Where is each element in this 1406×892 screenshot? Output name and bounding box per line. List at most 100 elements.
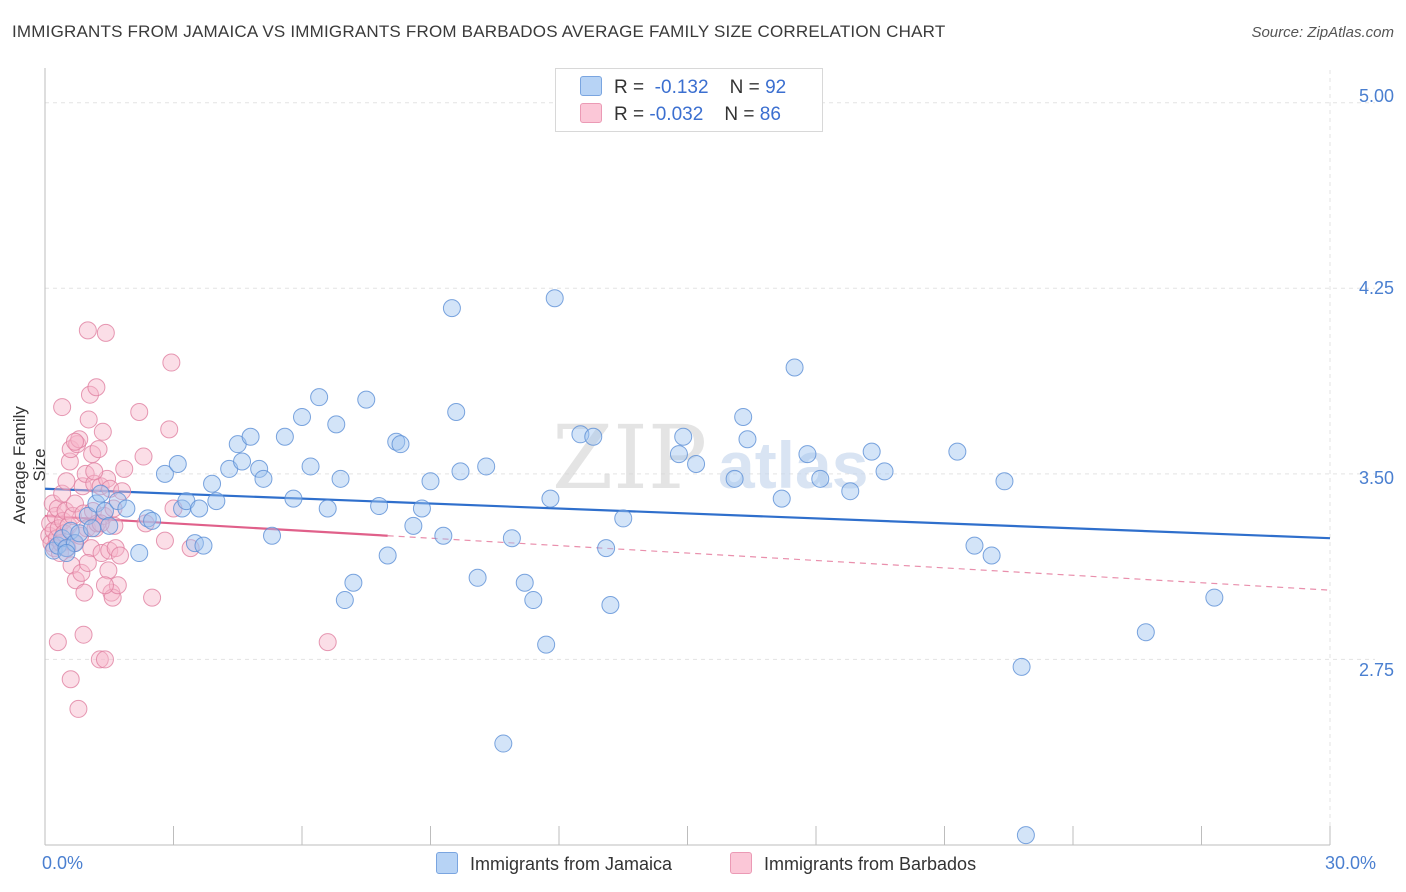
barbados-point — [61, 670, 80, 689]
barbados-point — [162, 353, 181, 372]
jamaica-point — [674, 427, 693, 446]
jamaica-point — [391, 435, 410, 454]
barbados-point — [318, 633, 337, 652]
jamaica-point — [614, 509, 633, 528]
jamaica-point — [875, 462, 894, 481]
barbados-point — [65, 432, 84, 451]
jamaica-point — [370, 497, 389, 516]
barbados-point — [82, 539, 101, 558]
jamaica-point — [541, 489, 560, 508]
barbados-point — [143, 588, 162, 607]
jamaica-point — [524, 591, 543, 610]
barbados-point — [53, 398, 72, 417]
jamaica-trend-line — [44, 487, 1331, 540]
y-tick-label: 5.00 — [1358, 86, 1394, 106]
jamaica-point — [447, 403, 466, 422]
jamaica-point — [91, 484, 110, 503]
jamaica-point — [725, 469, 744, 488]
legend-row-jamaica: R = -0.132 N = 92 — [580, 76, 786, 99]
jamaica-point — [318, 499, 337, 518]
jamaica-point — [494, 734, 513, 753]
jamaica-point — [57, 544, 76, 563]
jamaica-point — [1205, 588, 1224, 607]
barbados-point — [52, 534, 71, 553]
jamaica-point — [982, 546, 1001, 565]
jamaica-point — [130, 544, 149, 563]
jamaica-point — [421, 472, 440, 491]
watermark-atlas: atlas — [718, 428, 868, 502]
jamaica-point — [772, 489, 791, 508]
barbados-point — [87, 378, 106, 397]
jamaica-point — [434, 526, 453, 545]
jamaica-point — [117, 499, 136, 518]
jamaica-point — [95, 501, 114, 520]
jamaica-swatch — [580, 76, 602, 96]
barbados-point — [160, 420, 179, 439]
jamaica-point — [545, 289, 564, 308]
barbados-trend-extension — [387, 535, 1331, 591]
jamaica-point — [203, 474, 222, 493]
barbados-point — [66, 571, 85, 590]
jamaica-point — [798, 445, 817, 464]
jamaica-point — [310, 388, 329, 407]
jamaica-point — [477, 457, 496, 476]
barbados-point — [79, 410, 98, 429]
barbados-point — [155, 531, 174, 550]
jamaica-r-value: -0.132 — [654, 77, 709, 98]
jamaica-point — [1012, 657, 1031, 676]
bottom-legend-barbados: Immigrants from Barbados — [730, 852, 976, 875]
barbados-point — [89, 440, 108, 459]
jamaica-point — [250, 459, 269, 478]
barbados-point — [90, 650, 109, 669]
barbados-n-value: 86 — [759, 104, 781, 125]
jamaica-point — [948, 442, 967, 461]
jamaica-point — [335, 591, 354, 610]
barbados-point — [115, 459, 134, 478]
barbados-point — [85, 462, 104, 481]
jamaica-point — [190, 499, 209, 518]
barbados-point — [69, 699, 88, 718]
y-tick-label: 2.75 — [1358, 660, 1394, 680]
jamaica-point — [995, 472, 1014, 491]
x-tick-label: 0.0% — [42, 853, 84, 873]
jamaica-swatch — [436, 852, 458, 874]
jamaica-point — [811, 469, 830, 488]
watermark-zip: ZIP — [552, 406, 707, 509]
barbados-swatch — [580, 103, 602, 123]
jamaica-point — [669, 445, 688, 464]
barbados-point — [48, 633, 67, 652]
barbados-point — [78, 553, 97, 572]
jamaica-point — [378, 546, 397, 565]
barbados-swatch — [730, 852, 752, 874]
barbados-point — [78, 321, 97, 340]
jamaica-point — [412, 499, 431, 518]
jamaica-point — [155, 464, 174, 483]
jamaica-point — [275, 427, 294, 446]
jamaica-point — [327, 415, 346, 434]
barbados-point — [75, 583, 94, 602]
barbados-point — [108, 576, 127, 595]
jamaica-point — [331, 469, 350, 488]
y-tick-label: 3.50 — [1358, 468, 1394, 488]
jamaica-point — [734, 407, 753, 426]
jamaica-point — [143, 511, 162, 530]
jamaica-point — [537, 635, 556, 654]
jamaica-point — [442, 299, 461, 318]
axes — [44, 68, 1331, 846]
correlation-legend: R = -0.132 N = 92 R = -0.032 N = 86 — [555, 68, 823, 132]
jamaica-points — [44, 289, 1224, 845]
y-axis-label: Average Family Size — [10, 406, 49, 524]
jamaica-point — [601, 596, 620, 615]
barbados-point — [130, 403, 149, 422]
barbados-point — [110, 546, 129, 565]
y-tick-label: 4.25 — [1358, 278, 1394, 298]
jamaica-point — [100, 516, 119, 535]
jamaica-point — [965, 536, 984, 555]
jamaica-point — [194, 536, 213, 555]
jamaica-point — [168, 454, 187, 473]
jamaica-point — [254, 469, 273, 488]
bottom-legend-jamaica: Immigrants from Jamaica — [436, 852, 672, 875]
jamaica-point — [841, 482, 860, 501]
jamaica-point — [785, 358, 804, 377]
